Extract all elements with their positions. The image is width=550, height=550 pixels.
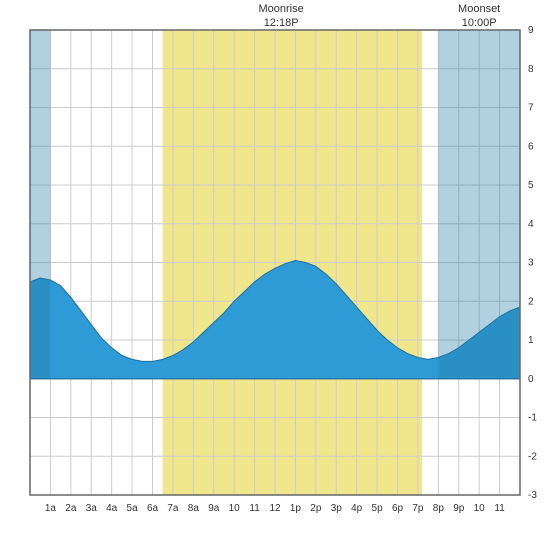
x-tick-label: 3p bbox=[331, 503, 343, 514]
x-tick-label: 5p bbox=[372, 503, 384, 514]
x-tick-label: 8p bbox=[433, 503, 445, 514]
x-tick-label: 5a bbox=[127, 503, 139, 514]
moonset-label: Moonset 10:00P bbox=[449, 2, 509, 31]
x-tick-label: 9a bbox=[208, 503, 220, 514]
x-tick-label: 6p bbox=[392, 503, 404, 514]
y-tick-label: 2 bbox=[528, 296, 534, 307]
night-overlay bbox=[438, 30, 520, 379]
moonrise-text: Moonrise bbox=[251, 2, 311, 16]
x-tick-label: 10 bbox=[474, 503, 486, 514]
x-tick-label: 8a bbox=[188, 503, 200, 514]
x-tick-label: 10 bbox=[229, 503, 241, 514]
x-tick-label: 11 bbox=[494, 503, 505, 514]
x-tick-label: 7p bbox=[412, 503, 424, 514]
moonrise-time: 12:18P bbox=[251, 16, 311, 30]
x-tick-label: 1a bbox=[45, 503, 57, 514]
x-tick-label: 9p bbox=[453, 503, 465, 514]
x-tick-label: 12 bbox=[269, 503, 281, 514]
y-tick-label: 4 bbox=[528, 219, 534, 230]
y-tick-label: 8 bbox=[528, 64, 534, 75]
y-tick-label: 0 bbox=[528, 374, 534, 385]
moonrise-label: Moonrise 12:18P bbox=[251, 2, 311, 31]
y-tick-label: 3 bbox=[528, 258, 534, 269]
y-tick-label: 9 bbox=[528, 25, 534, 36]
x-tick-label: 2p bbox=[310, 503, 322, 514]
tide-chart: -3-2-101234567891a2a3a4a5a6a7a8a9a101112… bbox=[0, 0, 550, 550]
y-tick-label: 1 bbox=[528, 335, 534, 346]
night-overlay bbox=[30, 30, 50, 379]
y-tick-label: 6 bbox=[528, 141, 534, 152]
x-tick-label: 4p bbox=[351, 503, 363, 514]
y-tick-label: 7 bbox=[528, 103, 534, 114]
x-tick-label: 2a bbox=[65, 503, 77, 514]
x-tick-label: 7a bbox=[167, 503, 179, 514]
x-tick-label: 4a bbox=[106, 503, 118, 514]
moonset-text: Moonset bbox=[449, 2, 509, 16]
x-tick-label: 1p bbox=[290, 503, 302, 514]
y-tick-label: -2 bbox=[528, 451, 537, 462]
moonset-time: 10:00P bbox=[449, 16, 509, 30]
x-tick-label: 6a bbox=[147, 503, 159, 514]
y-tick-label: -1 bbox=[528, 413, 537, 424]
x-tick-label: 3a bbox=[86, 503, 98, 514]
x-tick-label: 11 bbox=[249, 503, 260, 514]
y-tick-label: -3 bbox=[528, 490, 537, 501]
tide-chart-container: Moonrise 12:18P Moonset 10:00P -3-2-1012… bbox=[0, 0, 550, 550]
y-tick-label: 5 bbox=[528, 180, 534, 191]
